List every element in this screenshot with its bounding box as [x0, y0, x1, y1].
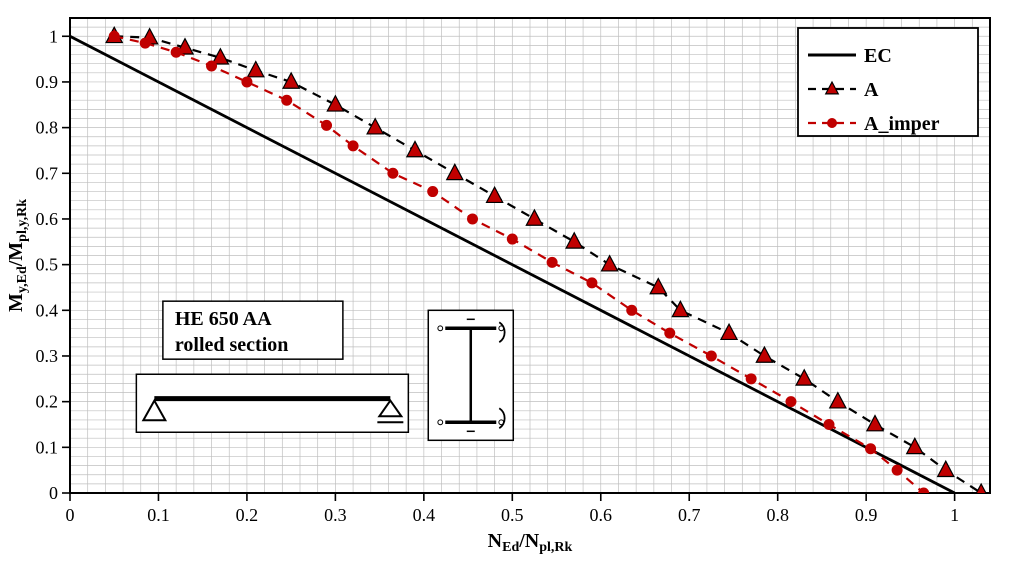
legend: EC A A_imper: [798, 28, 978, 136]
svg-text:0.3: 0.3: [36, 346, 59, 366]
interaction-chart: 0 0.1 0.2 0.3 0.4 0.5 0.6 0.7 0.8 0.9 1 0 0.1 0.2 0.3 0…: [0, 0, 1024, 565]
section-diagram: [428, 310, 513, 440]
svg-text:0.5: 0.5: [501, 505, 524, 525]
legend-label: A: [864, 79, 879, 101]
svg-text:0.6: 0.6: [590, 505, 613, 525]
svg-text:1: 1: [950, 505, 959, 525]
svg-text:0.8: 0.8: [766, 505, 789, 525]
svg-text:0.9: 0.9: [36, 72, 59, 92]
svg-text:0.7: 0.7: [36, 163, 59, 183]
svg-text:0.9: 0.9: [855, 505, 878, 525]
svg-text:0.2: 0.2: [36, 392, 59, 412]
svg-text:0.1: 0.1: [147, 505, 170, 525]
svg-text:1: 1: [49, 26, 58, 46]
legend-label: EC: [864, 45, 892, 67]
svg-text:0.7: 0.7: [678, 505, 701, 525]
section-label-line: HE 650 AA: [175, 308, 272, 330]
svg-text:0.6: 0.6: [36, 209, 59, 229]
svg-text:0: 0: [49, 483, 58, 503]
svg-text:0.4: 0.4: [36, 300, 59, 320]
beam-diagram: [136, 374, 408, 432]
svg-text:0.8: 0.8: [36, 118, 59, 138]
svg-text:0.3: 0.3: [324, 505, 347, 525]
chart-container: 0 0.1 0.2 0.3 0.4 0.5 0.6 0.7 0.8 0.9 1 0 0.1 0.2 0.3 0…: [0, 0, 1024, 565]
svg-text:0.2: 0.2: [236, 505, 259, 525]
section-label-line: rolled section: [175, 334, 289, 356]
svg-text:0.5: 0.5: [36, 255, 59, 275]
svg-text:0.4: 0.4: [413, 505, 436, 525]
legend-label: A_imper: [864, 113, 940, 135]
svg-text:0.1: 0.1: [36, 437, 59, 457]
svg-text:0: 0: [66, 505, 75, 525]
